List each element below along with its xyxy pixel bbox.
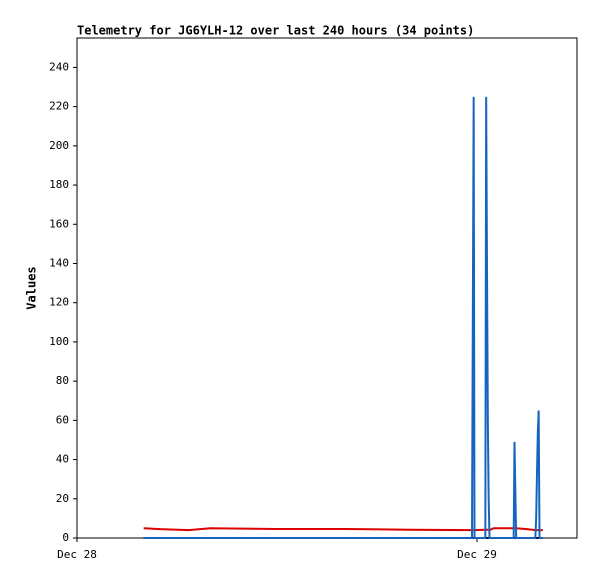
y-tick-label: 20 [56,492,69,505]
y-tick-label: 0 [62,531,69,544]
x-tick-label: Dec 29 [457,548,497,561]
y-tick-label: 240 [49,60,69,73]
series-line [143,96,543,539]
y-tick-label: 80 [56,374,69,387]
y-tick-label: 180 [49,178,69,191]
y-tick-label: 160 [49,217,69,230]
y-tick-label: 220 [49,100,69,113]
plot-frame [76,37,578,539]
y-tick-label: 40 [56,453,69,466]
y-tick-label: 140 [49,256,69,269]
x-tick-label: Dec 28 [57,548,97,561]
y-tick-label: 60 [56,413,69,426]
y-tick-label: 100 [49,335,69,348]
y-tick-label: 200 [49,139,69,152]
y-axis-label: Values [25,266,39,309]
y-tick-label: 120 [49,296,69,309]
series-line [143,527,543,532]
chart-title: Telemetry for JG6YLH-12 over last 240 ho… [77,24,474,38]
